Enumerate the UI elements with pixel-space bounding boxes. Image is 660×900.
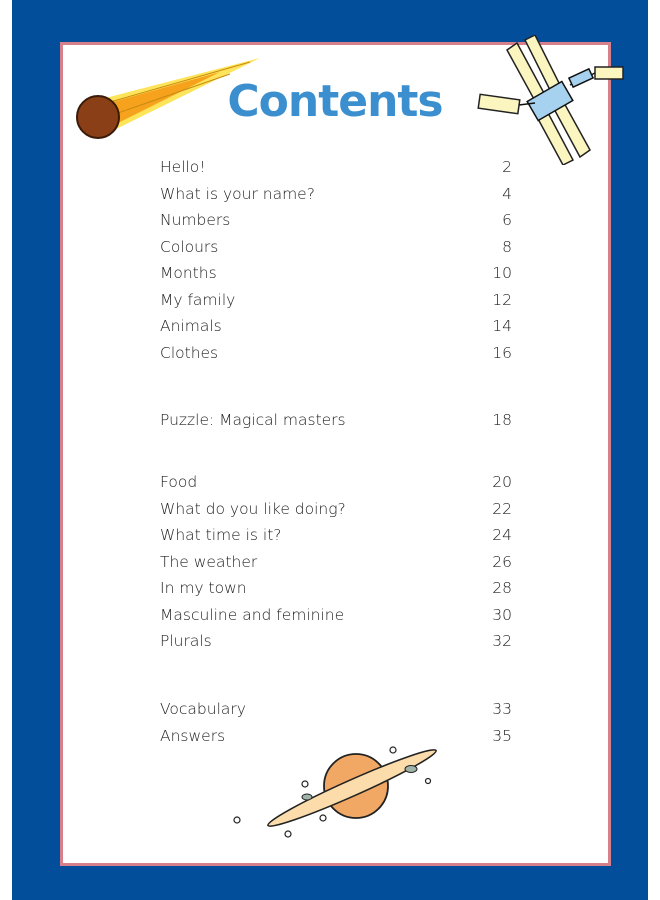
contents-entry[interactable]: Vocabulary 33 [160,697,512,721]
entry-page: 26 [492,553,512,571]
entry-page: 6 [502,211,512,229]
entry-page: 28 [492,579,512,597]
entry-title: Colours [160,238,219,256]
entry-title: Vocabulary [160,700,246,718]
contents-entry[interactable]: Colours 8 [160,235,512,259]
contents-entry[interactable]: Clothes 16 [160,341,512,365]
contents-entry[interactable]: What time is it? 24 [160,523,512,547]
entry-page: 8 [502,238,512,256]
entry-title: The weather [160,553,258,571]
entry-title: Puzzle: Magical masters [160,411,346,429]
contents-entry[interactable]: Animals 14 [160,314,512,338]
entry-title: Plurals [160,632,212,650]
page-title: Contents [227,76,443,127]
entry-title: Masculine and feminine [160,606,345,624]
entry-title: Numbers [160,211,231,229]
entry-page: 20 [492,473,512,491]
planet-saturn-icon [233,746,437,838]
contents-entry[interactable]: Plurals 32 [160,629,512,653]
contents-entry[interactable]: What is your name? 4 [160,182,512,206]
contents-entry[interactable]: Numbers 6 [160,208,512,232]
contents-entry[interactable]: Hello! 2 [160,155,512,179]
contents-entry[interactable]: Answers 35 [160,724,512,748]
contents-entry[interactable]: The weather 26 [160,550,512,574]
entry-title: Hello! [160,158,206,176]
entry-title: My family [160,291,236,309]
entry-page: 4 [502,185,512,203]
entry-page: 33 [492,700,512,718]
contents-entry[interactable]: Puzzle: Magical masters 18 [160,408,512,432]
entry-page: 14 [492,317,512,335]
entry-title: Animals [160,317,222,335]
entry-page: 12 [492,291,512,309]
entry-title: Answers [160,727,226,745]
comet-icon [76,58,260,139]
contents-entry[interactable]: My family 12 [160,288,512,312]
entry-title: Clothes [160,344,219,362]
satellite-icon [477,35,624,165]
contents-entry[interactable]: In my town 28 [160,576,512,600]
entry-page: 22 [492,500,512,518]
entry-title: Months [160,264,217,282]
entry-title: What do you like doing? [160,500,346,518]
entry-title: What is your name? [160,185,315,203]
contents-entry[interactable]: Food 20 [160,470,512,494]
entry-title: Food [160,473,198,491]
entry-title: In my town [160,579,247,597]
contents-entry[interactable]: What do you like doing? 22 [160,497,512,521]
entry-page: 2 [502,158,512,176]
entry-page: 35 [492,727,512,745]
contents-frame [60,42,611,866]
entry-page: 24 [492,526,512,544]
entry-page: 16 [492,344,512,362]
entry-page: 10 [492,264,512,282]
contents-entry[interactable]: Months 10 [160,261,512,285]
entry-page: 30 [492,606,512,624]
entry-page: 18 [492,411,512,429]
entry-page: 32 [492,632,512,650]
contents-entry[interactable]: Masculine and feminine 30 [160,603,512,627]
entry-title: What time is it? [160,526,282,544]
